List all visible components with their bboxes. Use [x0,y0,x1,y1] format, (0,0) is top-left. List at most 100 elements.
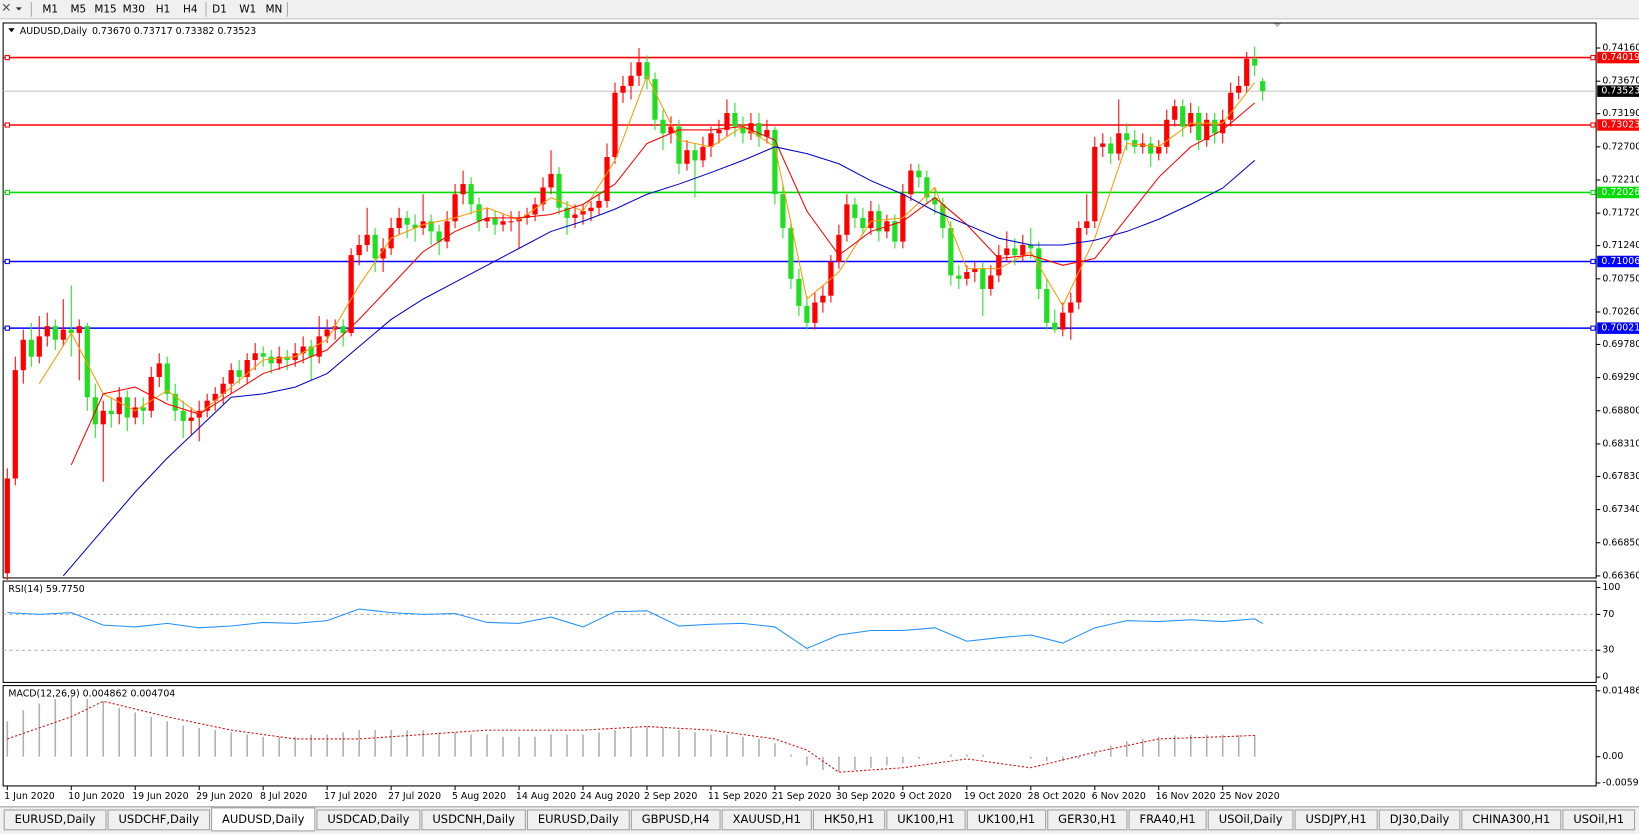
level-handle[interactable] [1590,189,1596,196]
candle-body [1228,92,1234,120]
timeframe-button[interactable]: MN [265,3,282,15]
tab[interactable] [107,809,211,831]
candle-body [676,126,682,164]
candle-body [1092,146,1098,222]
tab[interactable] [3,809,107,831]
y-tick-label: 70 [1602,609,1614,620]
tab-label[interactable]: GER30,H1 [1058,812,1116,826]
candle-body [980,268,986,289]
tab[interactable] [316,809,421,831]
tab-label[interactable]: CHINA300,H1 [1472,812,1550,826]
tab-label[interactable]: USDCHF,Daily [119,812,200,826]
timeframe-button[interactable]: M15 [94,3,116,15]
tab[interactable] [1562,809,1636,831]
tab[interactable] [721,809,812,831]
candle-body [844,204,850,235]
y-tick-label: 0.66850 [1602,537,1639,548]
candle-body [852,204,858,218]
timeframe-button[interactable]: D1 [212,3,227,15]
tab-label[interactable]: USOil,H1 [1573,812,1624,826]
tab[interactable] [630,809,721,831]
level-handle[interactable] [4,122,10,128]
timeframe-button[interactable]: H4 [183,3,198,15]
candle-body [1252,58,1258,66]
tab-label[interactable]: USDCNH,Daily [432,812,515,826]
tab-label[interactable]: HK50,H1 [824,812,874,826]
tab-active[interactable] [211,807,316,832]
tab[interactable] [421,809,526,831]
candle-body [1100,143,1106,147]
candle-body [252,353,258,361]
tab[interactable] [1128,809,1207,831]
tab-label[interactable]: USDJPY,H1 [1306,812,1367,826]
candle-body [1028,244,1034,249]
level-handle[interactable] [4,258,10,265]
timeframe-button[interactable]: H1 [156,3,171,15]
candle-body [268,356,274,364]
candle-body [236,370,242,377]
candle-body [724,113,730,130]
y-tick-label: -0.005930 [1602,777,1639,788]
tab-label[interactable]: EURUSD,Daily [538,812,619,826]
y-tick-label: 0.68310 [1602,438,1639,449]
candle-body [908,170,914,195]
tab[interactable] [812,809,886,831]
tab[interactable] [1294,809,1378,831]
level-handle[interactable] [1590,54,1596,61]
candle-body [716,129,722,134]
candle-body [924,177,930,198]
tab-label[interactable]: GBPUSD,H4 [642,812,710,826]
candle-body [332,326,338,330]
tab-label[interactable]: EURUSD,Daily [15,812,96,826]
candle-body [564,207,570,218]
candle-body [772,129,778,195]
tab[interactable] [1207,809,1294,831]
level-handle[interactable] [4,54,10,61]
candle-body [804,305,810,323]
candle-body [100,410,106,425]
cursor-icon[interactable] [2,3,10,11]
level-handle[interactable] [4,325,10,331]
y-tick-label: 0.69290 [1602,372,1639,383]
tab[interactable] [1461,809,1562,831]
last-price-label: 0.73523 [1601,86,1639,97]
tab-label[interactable]: UK100,H1 [897,812,954,826]
candle-body [1108,143,1114,154]
dropdown-arrow[interactable] [15,7,22,11]
y-tick-label: 0.00 [1602,751,1623,762]
timeframe-button[interactable]: M5 [71,3,87,15]
tab[interactable] [1378,809,1461,831]
tab-label[interactable]: USDCAD,Daily [327,812,409,826]
candle-body [812,302,818,323]
timeframe-button[interactable]: W1 [239,3,256,15]
tab[interactable] [886,809,966,831]
timeframe-button[interactable]: M30 [123,3,145,15]
tab-label[interactable]: FRA40,H1 [1140,812,1196,826]
candle-body [820,295,826,303]
timeframe-button[interactable]: M1 [42,3,58,15]
candle-body [764,129,770,137]
candle-body [1172,106,1178,120]
tab[interactable] [526,809,630,831]
candle-body [348,255,354,333]
tab-label[interactable]: USOil,Daily [1219,812,1283,826]
x-tick-label: 29 Jun 2020 [196,791,253,802]
candle-body [916,170,922,178]
tab[interactable] [1047,809,1128,831]
level-handle[interactable] [1590,325,1596,331]
candle-body [556,173,562,208]
candle-body [1260,81,1266,92]
candle-body [1076,228,1082,303]
y-tick-label: 0 [1602,672,1608,683]
level-handle[interactable] [4,189,10,196]
tab-label[interactable]: DJ30,Daily [1390,812,1450,826]
tab-label[interactable]: AUDUSD,Daily [222,812,305,826]
candle-body [1084,221,1090,229]
level-handle[interactable] [1590,122,1596,128]
tab-label[interactable]: XAUUSD,H1 [733,812,801,826]
tab[interactable] [966,809,1047,831]
chart-menu-arrow[interactable] [8,28,15,33]
candle-body [316,336,322,357]
tab-label[interactable]: UK100,H1 [978,812,1035,826]
level-handle[interactable] [1590,258,1596,265]
